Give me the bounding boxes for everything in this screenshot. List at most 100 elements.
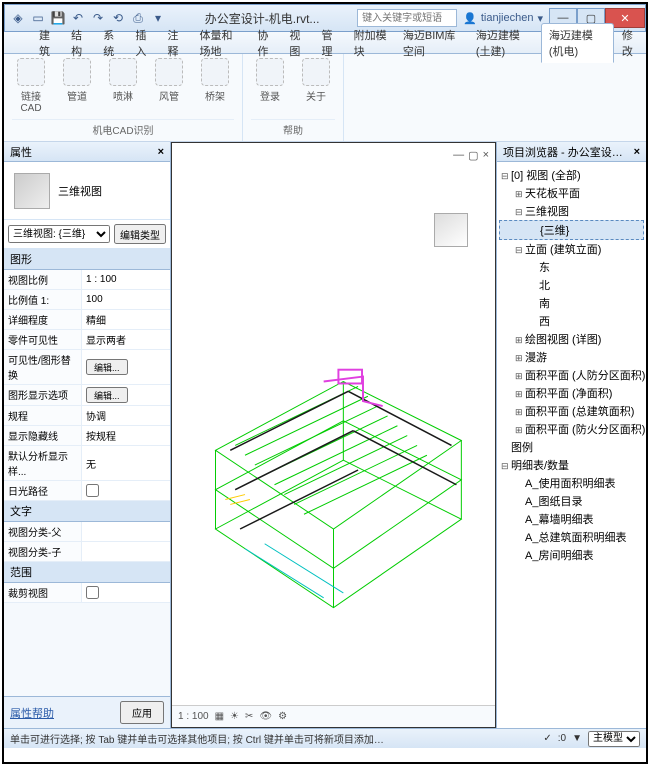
- property-section-header[interactable]: 图形: [4, 249, 170, 270]
- property-value[interactable]: 100: [82, 290, 170, 309]
- app-menu-icon[interactable]: ◈: [9, 9, 27, 27]
- tree-expander-icon[interactable]: ⊞: [515, 353, 525, 364]
- tree-item[interactable]: 西: [499, 312, 644, 330]
- tree-item-label: A_房间明细表: [525, 550, 593, 562]
- property-value[interactable]: 协调: [82, 406, 170, 425]
- scale-label[interactable]: 1 : 100: [178, 711, 209, 722]
- apply-button[interactable]: 应用: [120, 701, 164, 724]
- property-value[interactable]: [82, 542, 170, 561]
- property-name: 日光路径: [4, 481, 82, 500]
- ribbon-button-icon: [302, 58, 330, 86]
- property-section-header[interactable]: 范围: [4, 562, 170, 583]
- property-value[interactable]: 编辑...: [82, 350, 170, 384]
- ribbon-tab[interactable]: 附加模块: [347, 24, 395, 62]
- ribbon-button[interactable]: 管道: [58, 58, 96, 103]
- property-value[interactable]: [82, 522, 170, 541]
- tree-item[interactable]: ⊞面积平面 (净面积): [499, 384, 644, 402]
- property-edit-button[interactable]: 编辑...: [86, 387, 128, 403]
- property-value[interactable]: 1 : 100: [82, 270, 170, 289]
- tree-item[interactable]: ⊟明细表/数量: [499, 456, 644, 474]
- tree-item[interactable]: ⊟三维视图: [499, 202, 644, 220]
- property-checkbox[interactable]: [86, 484, 99, 497]
- tree-expander-icon[interactable]: ⊟: [515, 245, 525, 256]
- status-icon[interactable]: ✓: [543, 733, 551, 744]
- viewport-controls: — ▢ ×: [453, 149, 489, 162]
- type-selector[interactable]: 三维视图: {三维}: [8, 225, 110, 243]
- workset-selector[interactable]: 主模型: [588, 731, 640, 747]
- tree-item[interactable]: 图例: [499, 438, 644, 456]
- tree-expander-icon[interactable]: ⊞: [515, 189, 525, 200]
- tree-item[interactable]: 东: [499, 258, 644, 276]
- tree-item[interactable]: ⊞天花板平面: [499, 184, 644, 202]
- ribbon-button-label: 链接CAD: [12, 88, 50, 114]
- vp-max-icon[interactable]: ▢: [468, 149, 478, 162]
- property-value[interactable]: [82, 583, 170, 602]
- ribbon-tab[interactable]: 海迈BIM库空间: [396, 24, 468, 62]
- property-name: 视图比例: [4, 270, 82, 289]
- ribbon-group: 登录关于帮助: [243, 54, 344, 141]
- property-value[interactable]: 显示两者: [82, 330, 170, 349]
- tree-expander-icon[interactable]: ⊟: [501, 171, 511, 182]
- tree-item[interactable]: 南: [499, 294, 644, 312]
- vc-icon[interactable]: 👁: [259, 711, 272, 722]
- property-value[interactable]: 无: [82, 446, 170, 480]
- tree-item[interactable]: ⊞漫游: [499, 348, 644, 366]
- vp-close-icon[interactable]: ×: [483, 149, 489, 162]
- browser-close-icon[interactable]: ×: [634, 146, 640, 158]
- property-row: 详细程度精细: [4, 310, 170, 330]
- tree-item[interactable]: A_幕墙明细表: [499, 510, 644, 528]
- tree-expander-icon[interactable]: ⊟: [515, 207, 525, 218]
- ribbon-tab[interactable]: 海迈建模(土建): [469, 24, 540, 62]
- edit-type-button[interactable]: 编辑类型: [114, 224, 166, 244]
- property-value[interactable]: 编辑...: [82, 385, 170, 405]
- tree-expander-icon[interactable]: ⊞: [515, 425, 525, 436]
- tree-item[interactable]: ⊞面积平面 (总建筑面积): [499, 402, 644, 420]
- ribbon-button[interactable]: 登录: [251, 58, 289, 103]
- property-value[interactable]: 按规程: [82, 426, 170, 445]
- ribbon-button-label: 登录: [260, 88, 280, 103]
- ribbon-button-label: 桥架: [205, 88, 225, 103]
- ribbon-button[interactable]: 链接CAD: [12, 58, 50, 114]
- tree-expander-icon[interactable]: ⊞: [515, 389, 525, 400]
- tree-item[interactable]: {三维}: [499, 220, 644, 240]
- properties-help-link[interactable]: 属性帮助: [10, 705, 54, 721]
- vc-icon[interactable]: ▦: [215, 711, 224, 722]
- property-value[interactable]: [82, 481, 170, 500]
- vc-icon[interactable]: ✂: [245, 711, 253, 722]
- ribbon-button-icon: [109, 58, 137, 86]
- tree-item[interactable]: 北: [499, 276, 644, 294]
- tree-item[interactable]: A_总建筑面积明细表: [499, 528, 644, 546]
- tree-item[interactable]: ⊞面积平面 (人防分区面积): [499, 366, 644, 384]
- ribbon-button[interactable]: 风管: [150, 58, 188, 103]
- property-section-header[interactable]: 文字: [4, 501, 170, 522]
- tree-item-label: 明细表/数量: [511, 460, 569, 472]
- tree-item[interactable]: ⊞绘图视图 (详图): [499, 330, 644, 348]
- properties-close-icon[interactable]: ×: [158, 146, 164, 158]
- tree-expander-icon[interactable]: ⊞: [515, 371, 525, 382]
- ribbon-button-icon: [201, 58, 229, 86]
- property-edit-button[interactable]: 编辑...: [86, 359, 128, 375]
- property-checkbox[interactable]: [86, 586, 99, 599]
- vc-icon[interactable]: ☀: [230, 711, 239, 722]
- tree-expander-icon[interactable]: ⊞: [515, 335, 525, 346]
- property-name: 视图分类-父: [4, 522, 82, 541]
- ribbon-button[interactable]: 关于: [297, 58, 335, 103]
- viewport-3d[interactable]: — ▢ ×: [171, 142, 496, 728]
- ribbon-button[interactable]: 桥架: [196, 58, 234, 103]
- vp-min-icon[interactable]: —: [453, 149, 464, 162]
- tree-item[interactable]: A_图纸目录: [499, 492, 644, 510]
- ribbon-button[interactable]: 喷淋: [104, 58, 142, 103]
- tree-item-label: 立面 (建筑立面): [525, 244, 601, 256]
- tree-item[interactable]: ⊟立面 (建筑立面): [499, 240, 644, 258]
- tree-expander-icon[interactable]: ⊟: [501, 461, 511, 472]
- property-value[interactable]: 精细: [82, 310, 170, 329]
- vc-icon[interactable]: ⚙: [278, 711, 287, 722]
- ribbon-tab[interactable]: 修改: [615, 24, 646, 62]
- tree-item[interactable]: A_使用面积明细表: [499, 474, 644, 492]
- ribbon-tab[interactable]: 海迈建模(机电): [541, 23, 614, 63]
- tree-item[interactable]: ⊟[0] 视图 (全部): [499, 166, 644, 184]
- filter-icon[interactable]: ▼: [572, 733, 582, 744]
- tree-expander-icon[interactable]: ⊞: [515, 407, 525, 418]
- tree-item[interactable]: ⊞面积平面 (防火分区面积): [499, 420, 644, 438]
- tree-item[interactable]: A_房间明细表: [499, 546, 644, 564]
